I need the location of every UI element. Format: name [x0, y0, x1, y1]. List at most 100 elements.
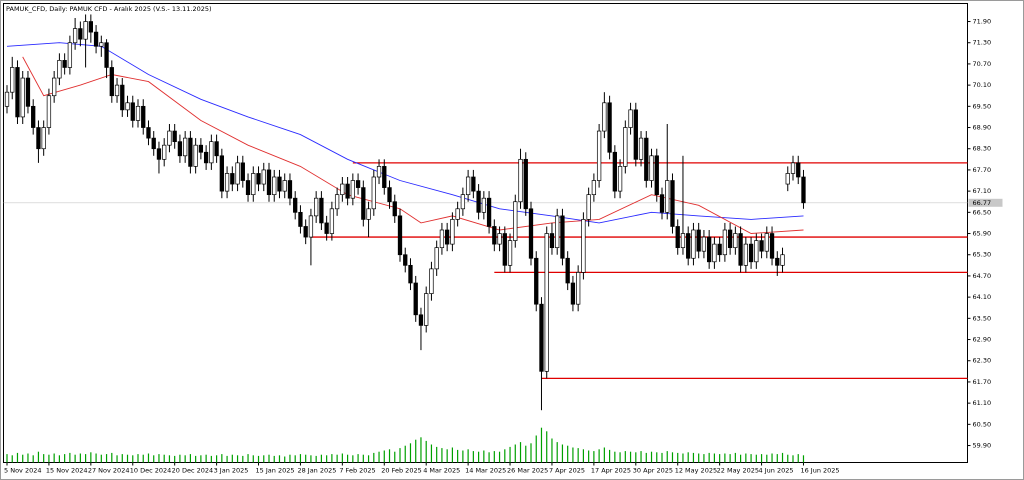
y-tick-label: 70.10: [973, 81, 992, 89]
volume-bar: [100, 454, 102, 463]
candle-body: [696, 229, 701, 252]
candle-body: [712, 243, 717, 263]
volume-bar: [137, 454, 139, 463]
candle-body: [146, 127, 151, 139]
volume-bar: [336, 454, 338, 463]
candle-body: [549, 233, 555, 249]
candle-body: [544, 233, 549, 372]
volume-bar: [64, 454, 66, 463]
volume-bar: [142, 454, 144, 463]
volume-bar: [399, 448, 401, 463]
volume-bar: [430, 444, 433, 463]
y-tick-label: 69.50: [973, 102, 992, 110]
volume-bar: [640, 451, 642, 463]
candle-body: [88, 21, 93, 33]
candle-body: [492, 226, 497, 245]
volume-bar: [247, 454, 249, 463]
volume-bar: [174, 455, 176, 463]
candle-body: [649, 155, 654, 181]
volume-bar: [373, 452, 375, 463]
volume-bar: [561, 444, 564, 463]
y-tick-label: 71.30: [973, 39, 992, 47]
candle-body: [135, 105, 141, 121]
y-tick-label: 60.50: [973, 420, 992, 428]
volume-bar: [236, 455, 239, 463]
volume-bar: [504, 449, 506, 463]
candle-body: [382, 166, 387, 188]
candle-body: [680, 233, 686, 249]
candle-body: [298, 211, 303, 227]
volume-bar: [383, 450, 385, 463]
volume-bar: [43, 454, 45, 463]
x-tick-label: 12 May 2025: [675, 467, 717, 475]
candle-body: [193, 144, 198, 167]
volume-bar: [16, 452, 19, 463]
volume-bar: [582, 449, 584, 463]
candle-body: [403, 254, 408, 266]
volume-bar: [766, 454, 768, 463]
candle-body: [15, 67, 20, 118]
volume-bar: [284, 456, 286, 463]
volume-bar: [367, 455, 370, 463]
volume-bar: [567, 445, 569, 463]
candle-body: [429, 268, 434, 294]
candle-body: [387, 187, 392, 203]
y-tick-label: 65.30: [973, 251, 992, 259]
candle-body: [507, 240, 513, 266]
volume-bar: [467, 449, 469, 463]
x-tick-label: 3 Jan 2025: [214, 467, 249, 475]
candle-body: [198, 144, 204, 153]
volume-bar: [242, 455, 244, 463]
volume-bar: [111, 452, 113, 463]
volume-bar: [37, 451, 40, 463]
volume-bar: [388, 449, 391, 463]
candle-body: [638, 137, 644, 160]
volume-bar: [509, 446, 511, 463]
candle-body: [790, 162, 796, 174]
candle-body: [675, 226, 680, 249]
volume-bar: [588, 450, 590, 463]
x-tick-label: 14 Mar 2025: [465, 467, 506, 475]
volume-bar: [540, 427, 543, 463]
volume-bar: [22, 454, 24, 463]
volume-bar: [210, 455, 212, 463]
volume-bar: [168, 455, 171, 463]
volume-bar: [289, 454, 291, 463]
candle-body: [93, 31, 99, 47]
volume-bar: [661, 452, 663, 463]
candle-body: [219, 155, 224, 192]
volume-bar: [755, 454, 757, 463]
volume-bar: [147, 453, 150, 463]
candle-body: [345, 183, 350, 199]
candle-body: [743, 243, 748, 266]
candle-body: [513, 201, 518, 241]
volume-bar: [598, 449, 600, 463]
volume-bar: [719, 454, 721, 463]
y-tick-label: 61.10: [973, 399, 992, 407]
candle-body: [439, 229, 445, 249]
volume-bar: [750, 454, 752, 463]
candle-body: [565, 257, 570, 284]
x-tick-label: 10 Dec 2024: [130, 467, 172, 475]
candle-body: [691, 229, 696, 259]
candle-body: [717, 243, 722, 256]
volume-bar: [488, 452, 490, 463]
candle-body: [659, 194, 665, 213]
x-tick-label: 7 Feb 2025: [339, 467, 375, 475]
y-tick-label: 71.90: [973, 18, 992, 26]
volume-bar: [740, 454, 742, 463]
candle-body: [235, 162, 240, 185]
candle-body: [355, 180, 361, 188]
volume-bar: [677, 452, 679, 463]
volume-bar: [525, 445, 527, 463]
chart-title: PAMUK_CFD, Daily: PAMUK CFD - Aralık 202…: [6, 5, 212, 13]
volume-bar: [132, 455, 134, 463]
candle-body: [36, 127, 41, 150]
candle-body: [41, 127, 46, 150]
y-tick-label: 62.30: [973, 357, 992, 365]
candle-body: [654, 155, 659, 196]
volume-bar: [462, 450, 464, 463]
volume-bar: [126, 454, 129, 463]
candle-body: [361, 187, 366, 220]
y-tick-label: 64.10: [973, 293, 992, 301]
